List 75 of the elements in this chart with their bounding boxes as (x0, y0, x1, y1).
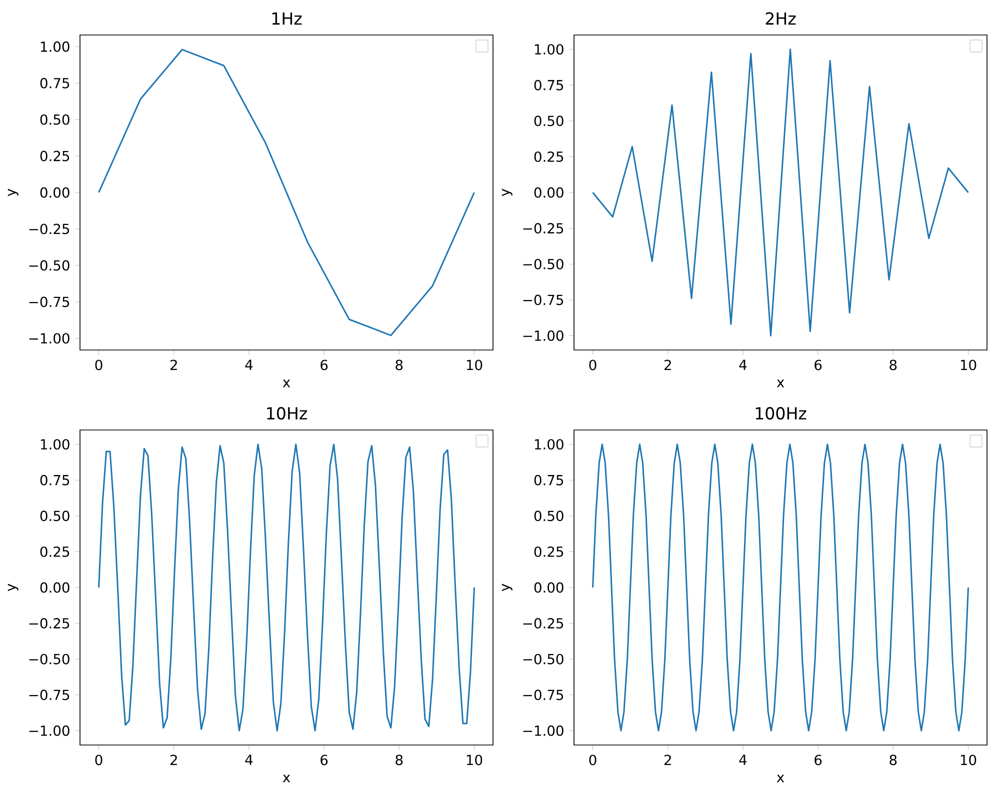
x-tick-label: 8 (890, 754, 897, 766)
x-tick-label: 6 (320, 754, 328, 766)
x-tick-label: 6 (814, 360, 822, 370)
y-axis-title: y (8, 188, 18, 196)
x-tick-label: 0 (589, 754, 596, 766)
x-axis-title: x (776, 380, 784, 388)
y-tick-label: −0.50 (523, 654, 564, 664)
y-tick-label: 0.75 (534, 80, 564, 90)
x-tick-label: 4 (739, 360, 747, 370)
chart-title: 10Hz (267, 407, 307, 420)
y-tick-label: −1.00 (29, 725, 70, 736)
y-axis-title: y (502, 584, 512, 592)
x-tick-label: 8 (396, 360, 403, 370)
y-tick-label: −0.75 (523, 294, 564, 306)
x-tick-label: 10 (960, 754, 976, 766)
y-tick-label: −0.75 (29, 296, 70, 308)
y-tick-label: −0.75 (523, 690, 564, 700)
chart-title: 100Hz (756, 407, 806, 420)
y-tick-label: 0.50 (534, 116, 564, 126)
line-series (592, 48, 969, 336)
y-tick-label: 0.25 (40, 150, 70, 162)
x-tick-label: 2 (664, 360, 671, 370)
x-tick-label: 10 (466, 360, 482, 370)
y-tick-label: 0.00 (534, 582, 564, 593)
y-tick-label: 0.50 (40, 114, 70, 125)
y-tick-label: −0.25 (523, 618, 564, 629)
x-axis-title: x (776, 774, 784, 782)
y-tick-label: 0.25 (534, 151, 564, 162)
y-tick-label: 0.50 (534, 510, 564, 522)
y-tick-label: 1.00 (40, 41, 70, 52)
y-tick-label: −0.50 (523, 258, 564, 270)
chart-title: 2Hz (766, 12, 796, 25)
x-tick-label: 8 (396, 754, 403, 766)
x-tick-label: 0 (95, 360, 102, 370)
y-tick-label: −0.25 (29, 618, 70, 629)
x-axis-title: x (282, 380, 290, 388)
y-tick-label: −0.50 (29, 654, 70, 664)
x-tick-label: 2 (170, 754, 177, 766)
chart-title: 1Hz (272, 12, 302, 25)
x-tick-label: 0 (95, 754, 102, 766)
y-tick-label: −0.75 (29, 690, 70, 700)
y-tick-label: 1.00 (534, 44, 564, 55)
y-tick-label: 0.25 (534, 546, 564, 557)
x-tick-label: 4 (739, 754, 747, 765)
x-tick-label: 8 (890, 360, 897, 370)
y-tick-label: 0.25 (40, 546, 70, 557)
y-tick-label: 0.00 (40, 582, 70, 593)
y-tick-label: 0.75 (534, 474, 564, 486)
line-series (98, 48, 475, 336)
y-tick-label: 0.50 (40, 510, 70, 522)
x-tick-label: 4 (245, 754, 253, 765)
x-tick-label: 10 (960, 360, 976, 370)
y-tick-label: 0.00 (534, 187, 564, 198)
x-tick-label: 4 (245, 360, 253, 370)
y-tick-label: 1.00 (40, 439, 70, 450)
line-series (98, 444, 475, 732)
y-tick-label: −1.00 (29, 333, 70, 344)
x-tick-label: 2 (664, 754, 671, 766)
y-tick-label: 0.75 (40, 474, 70, 486)
x-axis-title: x (282, 774, 290, 782)
x-tick-label: 10 (466, 754, 482, 766)
y-axis-title: y (8, 584, 18, 592)
x-tick-label: 2 (170, 360, 177, 370)
x-tick-label: 6 (320, 360, 328, 370)
y-tick-label: −0.25 (29, 224, 70, 234)
y-tick-label: −1.00 (523, 725, 564, 736)
x-tick-label: 0 (589, 360, 596, 370)
y-axis-title: y (502, 188, 512, 196)
x-tick-label: 6 (814, 754, 822, 766)
y-tick-label: 0.00 (40, 187, 70, 198)
y-tick-label: 1.00 (534, 439, 564, 450)
y-tick-label: −1.00 (523, 330, 564, 341)
y-tick-label: −0.50 (29, 260, 70, 271)
y-tick-label: 0.75 (40, 78, 70, 88)
y-tick-label: −0.25 (523, 223, 564, 234)
